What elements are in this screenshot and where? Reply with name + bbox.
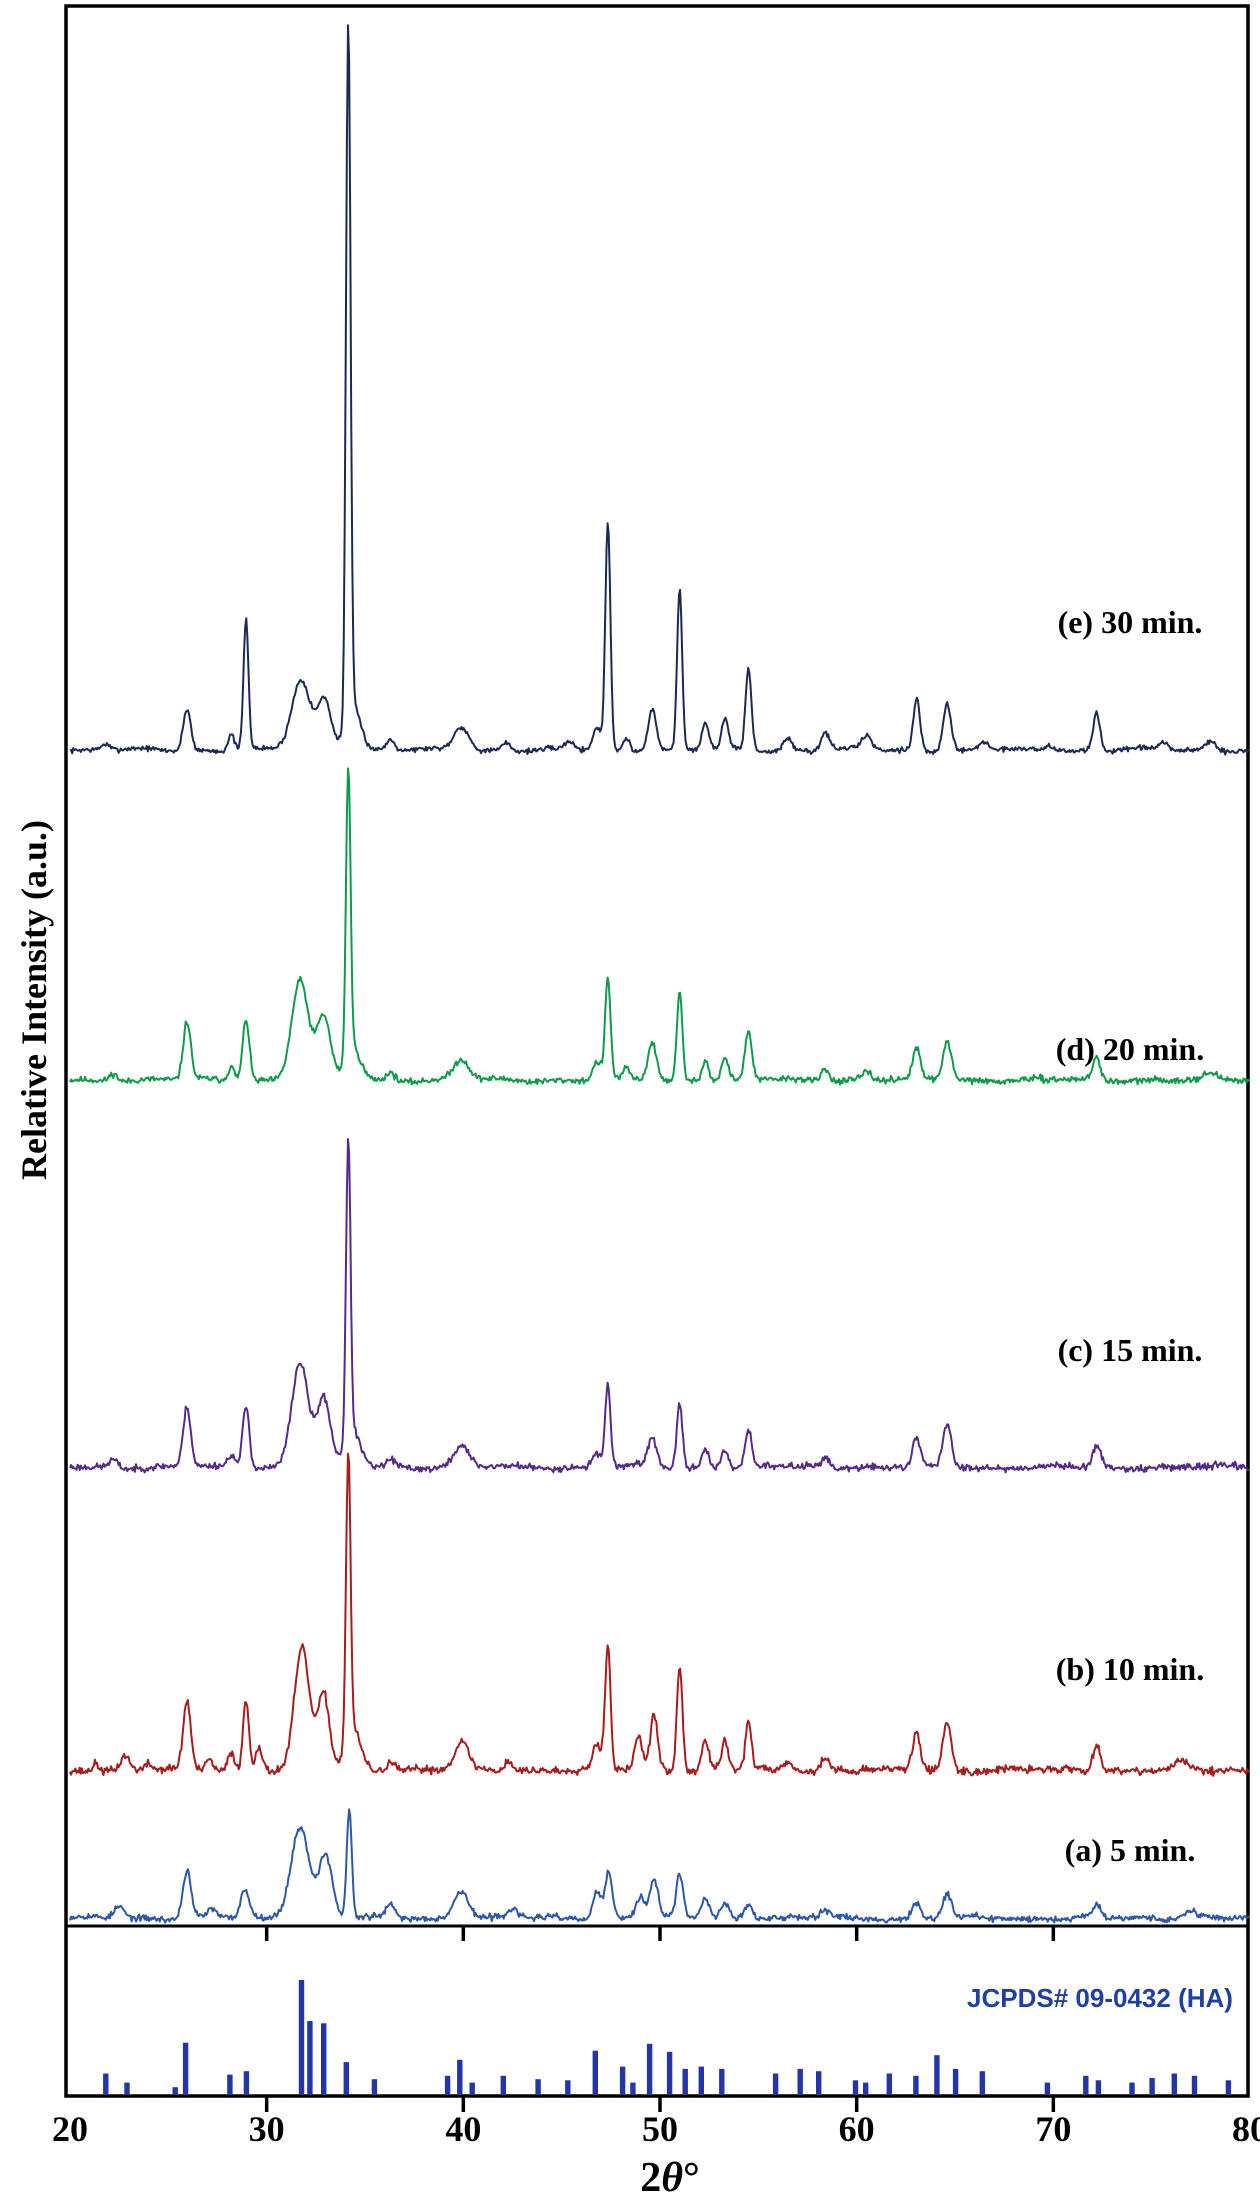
reference-peak-bar	[913, 2075, 919, 2094]
reference-pattern-label: JCPDS# 09-0432 (HA)	[967, 1983, 1233, 2013]
x-axis-title-theta: θ	[661, 2155, 683, 2201]
reference-peak-bar	[535, 2079, 541, 2094]
x-tick-label-50: 50	[642, 2109, 678, 2149]
reference-peak-bar	[1129, 2082, 1135, 2094]
reference-peak-bar	[103, 2073, 109, 2094]
xrd-trace-a	[69, 1808, 1250, 1924]
y-axis-title: Relative Intensity (a.u.)	[14, 820, 54, 1180]
xrd-trace-b	[69, 1452, 1250, 1777]
reference-peak-bar	[227, 2074, 233, 2094]
reference-peak-bar	[321, 2023, 327, 2094]
reference-peak-bar	[934, 2055, 940, 2094]
reference-peak-bar	[1149, 2078, 1155, 2094]
reference-peak-bar	[1044, 2082, 1051, 2094]
x-tick-label-70: 70	[1035, 2109, 1072, 2149]
reference-peak-bar	[852, 2080, 859, 2094]
reference-peak-bar	[666, 2051, 673, 2094]
x-axis-title-degree: °	[683, 2155, 700, 2201]
reference-peak-bar	[1095, 2080, 1102, 2094]
reference-peak-bar	[698, 2066, 704, 2094]
trace-label-e-30min: (e) 30 min.	[1057, 604, 1203, 640]
reference-peak-bar	[182, 2042, 189, 2094]
reference-peak-bar	[457, 2059, 463, 2094]
x-axis-title-prefix: 2	[640, 2155, 662, 2201]
x-tick-label-20: 20	[52, 2109, 88, 2149]
x-tick-label-60: 60	[838, 2109, 875, 2149]
trace-label-a-5min: (a) 5 min.	[1064, 1832, 1196, 1868]
x-tick-label-40: 40	[445, 2109, 482, 2149]
xrd-trace-e	[69, 24, 1250, 756]
trace-label-c-15min: (c) 15 min.	[1057, 1332, 1203, 1368]
reference-peak-bar	[772, 2073, 779, 2094]
x-tick-label-80: 80	[1232, 2109, 1260, 2149]
reference-peak-bar	[1225, 2080, 1232, 2094]
reference-peak-bar	[863, 2082, 869, 2094]
reference-peak-bar	[371, 2079, 378, 2094]
reference-peak-bar	[886, 2073, 892, 2094]
reference-peak-bar	[952, 2068, 959, 2094]
xrd-trace-c	[69, 1138, 1250, 1474]
reference-peak-bar	[343, 2062, 349, 2094]
reference-peak-bar	[124, 2082, 130, 2094]
reference-peak-bar	[619, 2066, 626, 2094]
reference-peak-bar	[469, 2082, 475, 2094]
trace-label-d-20min: (d) 20 min.	[1055, 1031, 1205, 1067]
reference-peak-bar	[565, 2080, 571, 2094]
reference-peak-bar	[444, 2075, 451, 2094]
reference-peak-bar	[307, 2021, 313, 2094]
trace-label-b-10min: (b) 10 min.	[1055, 1651, 1205, 1687]
reference-peak-bar	[816, 2071, 822, 2094]
reference-peak-bar	[979, 2071, 985, 2094]
reference-peak-bar	[172, 2087, 178, 2094]
reference-peak-bar	[682, 2068, 688, 2094]
reference-peak-bar	[1171, 2073, 1177, 2094]
plot-frame	[64, 4, 1250, 2098]
reference-peak-bar	[630, 2082, 636, 2094]
reference-peak-bar	[1191, 2075, 1198, 2094]
reference-peak-bar	[592, 2050, 598, 2094]
xrd-trace-d	[69, 767, 1250, 1086]
x-axis-title: 2θ°	[590, 2154, 750, 2202]
reference-peak-bar	[646, 2043, 653, 2094]
reference-peak-bar	[500, 2075, 506, 2094]
reference-peak-bar	[1083, 2075, 1089, 2094]
reference-peak-bar	[719, 2068, 725, 2094]
reference-peak-bar	[298, 1980, 305, 2094]
reference-peak-bar	[243, 2071, 250, 2094]
reference-peak-bar	[797, 2068, 803, 2094]
x-tick-label-30: 30	[248, 2109, 285, 2149]
